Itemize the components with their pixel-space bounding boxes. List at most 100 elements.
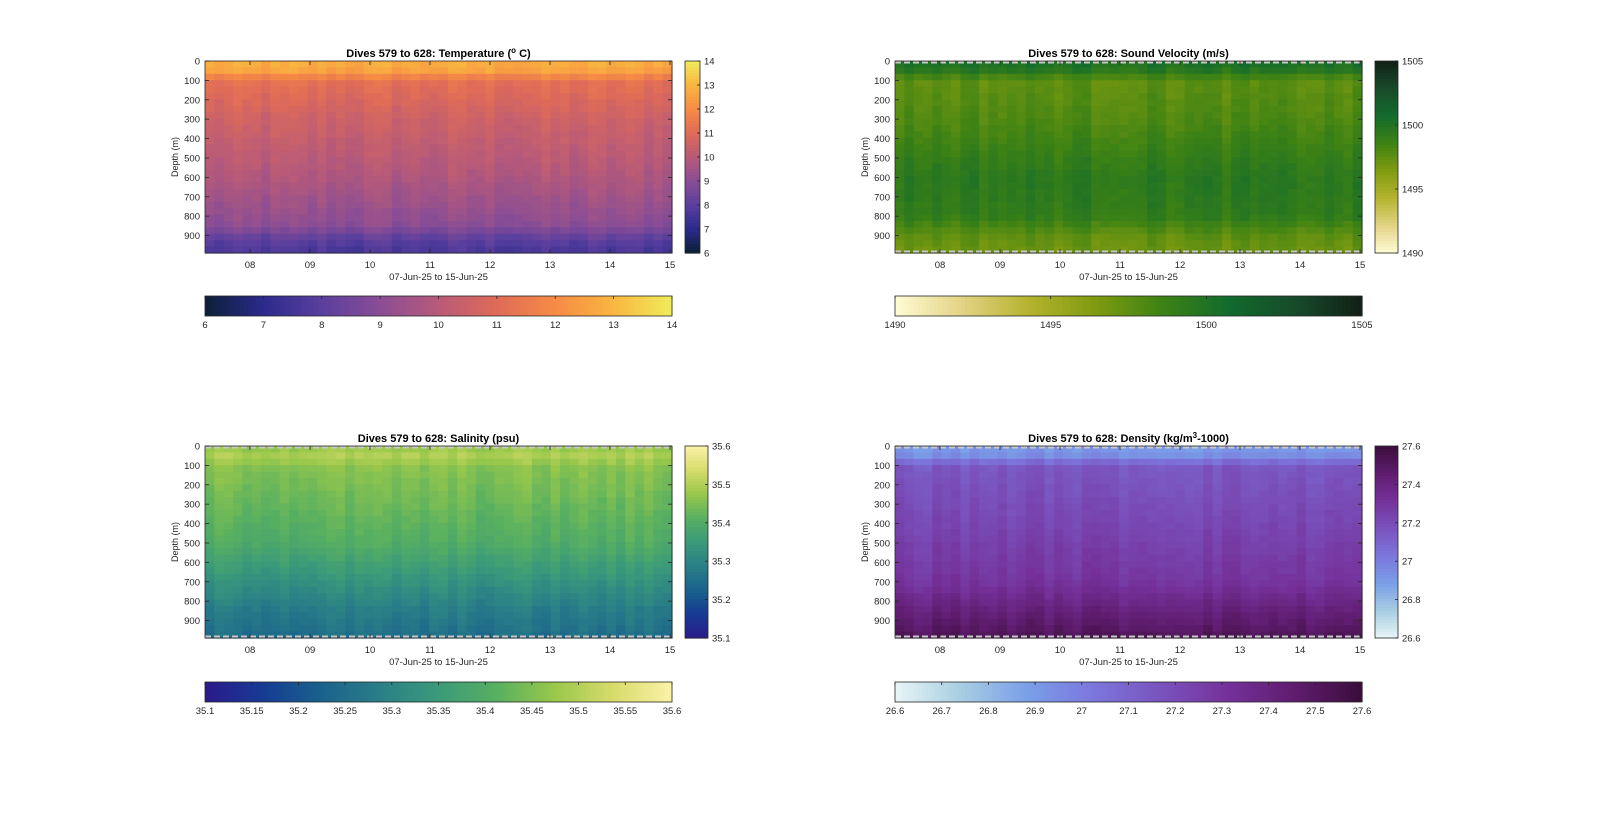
heatmap-cell: [1231, 99, 1242, 107]
heatmap-cell: [653, 246, 664, 254]
colorbar-segment: [212, 296, 218, 316]
heatmap-cell: [559, 593, 570, 601]
heatmap-cell: [988, 157, 999, 164]
heatmap-cell: [606, 201, 617, 209]
heatmap-cell: [466, 246, 477, 254]
heatmap-cell: [279, 99, 290, 107]
heatmap-cell: [223, 599, 234, 607]
heatmap-cell: [1305, 201, 1316, 209]
heatmap-cell: [531, 580, 542, 588]
heatmap-cell: [345, 606, 356, 613]
heatmap-cell: [363, 516, 374, 524]
heatmap-cell: [298, 452, 309, 460]
colorbar-segment: [685, 148, 700, 152]
heatmap-cell: [1193, 208, 1204, 216]
heatmap-cell: [559, 80, 570, 88]
heatmap-cell: [205, 465, 215, 473]
heatmap-cell: [363, 201, 374, 209]
heatmap-cell: [242, 529, 253, 537]
heatmap-cell: [429, 458, 440, 466]
heatmap-cell: [625, 169, 636, 177]
heatmap-cell: [979, 99, 989, 107]
colorbar-segment: [1375, 241, 1398, 245]
heatmap-cell: [438, 593, 449, 601]
heatmap-cell: [587, 144, 598, 152]
heatmap-cell: [988, 125, 999, 132]
heatmap-cell: [391, 195, 402, 203]
heatmap-cell: [1249, 125, 1260, 132]
x-tick-label: 09: [305, 260, 316, 271]
heatmap-cell: [1063, 131, 1074, 139]
heatmap-cell: [932, 131, 943, 139]
heatmap-cell: [1165, 86, 1176, 94]
heatmap-cell: [298, 176, 309, 184]
heatmap-cell: [1305, 112, 1316, 120]
heatmap-cell: [1109, 189, 1120, 196]
heatmap-cell: [419, 176, 430, 184]
colorbar-segment: [1054, 296, 1060, 316]
heatmap-cell: [485, 625, 496, 633]
heatmap-cell: [261, 189, 271, 196]
colorbar-segment: [1027, 296, 1032, 316]
heatmap-cell: [997, 112, 1008, 120]
heatmap-cell: [615, 105, 626, 113]
heatmap-cell: [606, 99, 617, 107]
heatmap-cell: [969, 208, 980, 216]
heatmap-cell: [345, 452, 356, 460]
heatmap-cell: [261, 240, 271, 248]
heatmap-cell: [214, 144, 225, 152]
heatmap-cell: [298, 131, 309, 139]
heatmap-cell: [1072, 61, 1083, 68]
heatmap-cell: [1044, 246, 1055, 254]
heatmap-cell: [419, 631, 430, 639]
heatmap-cell: [1081, 61, 1092, 68]
heatmap-cell: [587, 169, 598, 177]
heatmap-cell: [550, 118, 561, 126]
heatmap-cell: [550, 182, 561, 190]
heatmap-cell: [578, 169, 589, 177]
heatmap-cell: [550, 490, 561, 498]
heatmap-cell: [653, 144, 664, 152]
heatmap-cell: [904, 176, 915, 184]
heatmap-cell: [1268, 67, 1279, 75]
heatmap-cell: [438, 554, 449, 562]
heatmap-cell: [541, 471, 552, 479]
heatmap-cell: [494, 522, 505, 530]
heatmap-cell: [279, 567, 290, 575]
heatmap-cell: [485, 554, 496, 562]
heatmap-cell: [401, 625, 412, 633]
heatmap-cell: [457, 201, 468, 209]
heatmap-cell: [363, 465, 374, 473]
heatmap-cell: [233, 510, 243, 517]
heatmap-cell: [587, 554, 598, 562]
heatmap-cell: [298, 163, 309, 171]
heatmap-cell: [345, 554, 356, 562]
heatmap-cell: [261, 535, 271, 543]
heatmap-cell: [335, 131, 346, 139]
heatmap-cell: [531, 522, 542, 530]
heatmap-cell: [1259, 67, 1270, 75]
heatmap-cell: [1221, 182, 1232, 190]
heatmap-cell: [289, 163, 299, 171]
heatmap-cell: [279, 93, 290, 100]
heatmap-cell: [494, 112, 505, 120]
heatmap-cell: [979, 163, 989, 171]
colorbar-segment: [236, 296, 241, 316]
colorbar-segment: [685, 109, 700, 113]
heatmap-cell: [597, 567, 608, 575]
heatmap-cell: [214, 548, 225, 556]
heatmap-cell: [1063, 240, 1074, 248]
heatmap-cell: [354, 118, 365, 126]
heatmap-cell: [606, 529, 617, 537]
heatmap-cell: [335, 478, 346, 485]
heatmap-cell: [447, 529, 458, 537]
heatmap-cell: [438, 529, 449, 537]
y-tick-label: 0: [195, 57, 200, 68]
heatmap-cell: [997, 61, 1008, 68]
heatmap-cell: [1165, 99, 1176, 107]
colorbar-segment: [247, 296, 253, 316]
heatmap-cell: [531, 131, 542, 139]
heatmap-cell: [1259, 73, 1270, 81]
heatmap-cell: [969, 157, 980, 164]
heatmap-cell: [429, 137, 440, 145]
